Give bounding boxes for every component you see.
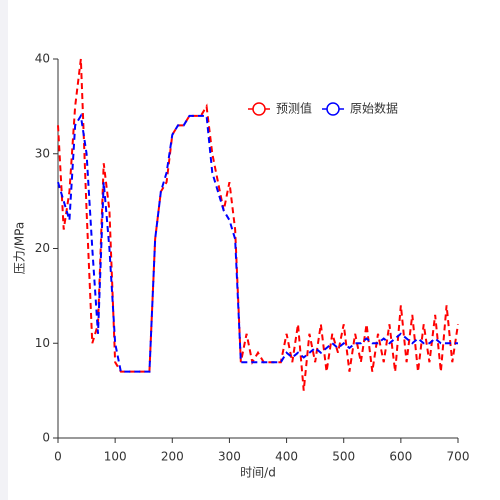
line-series bbox=[57, 112, 458, 373]
y-tick-label: 30 bbox=[35, 146, 50, 160]
x-tick-label: 500 bbox=[332, 450, 355, 464]
side-strip bbox=[0, 0, 8, 500]
x-axis-title: 时间/d bbox=[240, 466, 276, 480]
x-tick-label: 400 bbox=[275, 450, 298, 464]
legend-label: 预测值 bbox=[276, 101, 312, 116]
y-tick-label: 40 bbox=[35, 52, 50, 66]
x-tick-label: 100 bbox=[104, 450, 127, 464]
x-tick-label: 700 bbox=[447, 450, 470, 464]
y-tick-label: 0 bbox=[42, 431, 50, 445]
x-tick-label: 300 bbox=[218, 450, 241, 464]
y-tick-label: 10 bbox=[35, 336, 50, 350]
legend-label: 原始数据 bbox=[350, 101, 398, 116]
y-tick-label: 20 bbox=[35, 241, 50, 255]
x-tick-label: 200 bbox=[161, 450, 184, 464]
x-tick-label: 0 bbox=[54, 450, 62, 464]
legend-marker bbox=[326, 102, 340, 116]
x-tick-label: 600 bbox=[389, 450, 412, 464]
legend-marker bbox=[252, 102, 266, 116]
y-axis-title: 压力/MPa bbox=[13, 222, 27, 274]
